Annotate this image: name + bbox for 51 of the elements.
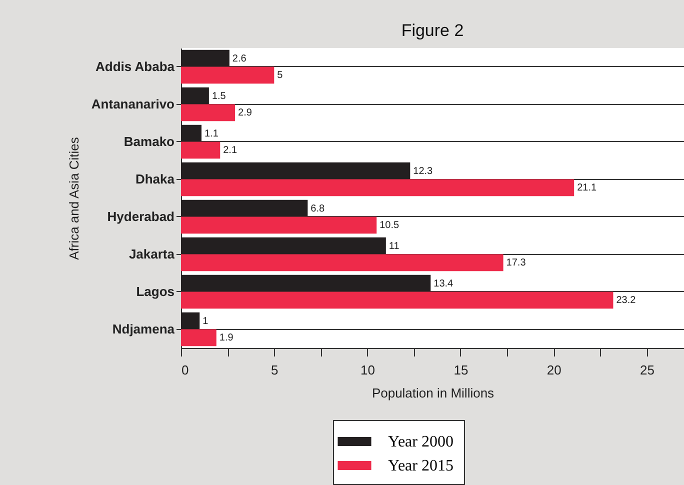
- y-tick-label: Jakarta: [128, 246, 176, 262]
- x-axis-title: Population in Millions: [372, 386, 495, 400]
- y-tick-label: Lagos: [136, 284, 174, 299]
- data-label: 10.5: [380, 220, 400, 232]
- bar: [181, 237, 386, 254]
- data-label: 21.1: [577, 182, 597, 194]
- x-tick-label: 20: [546, 362, 562, 378]
- data-label: 17.3: [506, 258, 526, 269]
- data-label: 1.9: [219, 332, 234, 344]
- x-tick-label: 0: [182, 362, 189, 378]
- y-tick-label: Antananarivo: [91, 96, 175, 112]
- data-label: 12.3: [413, 166, 434, 177]
- bar: [181, 66, 274, 84]
- bar: [181, 274, 431, 292]
- y-tick-label: Addis Ababa: [96, 58, 176, 74]
- bar: [181, 216, 377, 234]
- y-tick-label: Dhaka: [135, 171, 176, 186]
- bar: [181, 162, 410, 180]
- data-label: 13.4: [434, 278, 454, 290]
- data-label: 1.5: [212, 90, 226, 102]
- y-axis-title: Africa and Asia Cities: [66, 136, 82, 260]
- bar: [181, 254, 504, 272]
- bar: [181, 312, 200, 330]
- x-tick-label: 25: [640, 362, 654, 378]
- chart-title: Figure 2: [401, 21, 464, 40]
- bar: [181, 104, 236, 122]
- x-tick-label: 5: [271, 362, 278, 378]
- bar: [181, 87, 209, 104]
- x-tick-label: 10: [360, 362, 376, 378]
- legend-label: Year 2000: [388, 434, 454, 450]
- bar: [181, 292, 614, 309]
- data-label: 5: [277, 70, 284, 82]
- data-label: 2.9: [238, 108, 252, 119]
- data-label: 1: [202, 316, 209, 327]
- y-tick-label: Hyderabad: [107, 208, 175, 224]
- y-tick-label: Bamako: [124, 134, 175, 149]
- data-label: 23.2: [616, 295, 636, 306]
- data-label: 2.6: [232, 53, 247, 64]
- bar: [181, 179, 574, 196]
- legend-label: Year 2015: [388, 458, 454, 474]
- data-label: 1.1: [204, 128, 219, 140]
- bar: [181, 142, 220, 159]
- bar: [181, 124, 202, 142]
- data-label: 6.8: [310, 203, 326, 214]
- data-label: 2.1: [223, 145, 238, 156]
- data-label: 11: [388, 240, 400, 252]
- x-tick-label: 15: [454, 362, 468, 378]
- bar: [181, 50, 230, 67]
- y-tick-label: Ndjamena: [112, 321, 176, 336]
- bar: [181, 329, 216, 346]
- bar: [181, 200, 308, 217]
